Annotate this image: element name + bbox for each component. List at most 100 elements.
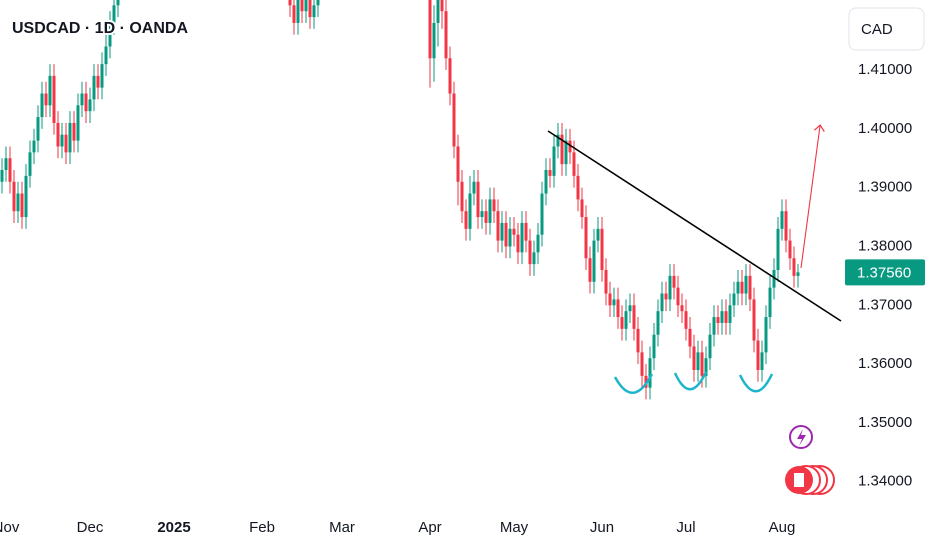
candle-body [736,281,740,294]
candle-body [436,0,440,23]
candle-body [768,287,772,318]
target-arrow [800,124,825,269]
candle-body [28,152,32,176]
x-tick-label: Jul [676,519,695,536]
candle-body [592,240,596,282]
candle-body [312,5,316,18]
candle-body [528,240,532,265]
y-tick-label: 1.41000 [858,61,912,78]
candle-body [524,222,528,241]
unit-box[interactable] [848,7,925,51]
candle-body [292,5,296,23]
y-tick-label: 1.40000 [858,120,912,137]
candle-body [76,105,80,141]
candle-body [36,117,40,141]
y-axis: 1.41000 1.40000 1.39000 1.38000 1.37000 1.360… [843,61,925,490]
candle-body [564,140,568,165]
candle-body [700,352,704,376]
candle-body [72,122,76,141]
candle-body [640,352,644,376]
candle-body [476,181,480,218]
candle-body [680,305,684,312]
candle-body [112,5,116,23]
candle-body [648,358,652,388]
candle-body [496,211,500,241]
candle-body [508,228,512,247]
candle-body [704,358,708,376]
bottom-arc [738,373,774,393]
candle-body [628,305,632,312]
candle-body [316,0,320,6]
candle-body [620,317,624,329]
candle-body [540,193,544,235]
y-tick-label: 1.39000 [858,179,912,196]
candle-body [756,340,760,370]
candle-body [444,11,448,59]
candle-body [568,140,572,153]
candle-body [764,317,768,353]
candle-body [52,75,56,123]
candle-body [724,311,728,323]
candle-body [300,0,304,12]
x-tick-label: Jun [590,519,614,536]
candle-body [572,152,576,176]
candle-body [304,0,308,12]
candle-body [584,217,588,259]
candle-body [48,75,52,106]
candle-body [612,299,616,306]
candle-body [784,211,788,241]
candle-body [108,22,112,47]
candle-body [600,228,604,270]
candle-body [488,199,492,223]
candle-body [780,211,784,229]
candle-body [692,346,696,370]
candle-body [432,22,436,59]
candle-body [796,272,800,276]
candle-body [24,175,28,218]
candle-body [560,134,564,165]
candle-body [748,275,752,300]
last-price-label: 1.37560 [857,264,911,281]
y-tick-label: 1.34000 [858,473,912,490]
bottom-arc [673,371,708,391]
candle-body [116,0,120,6]
candle-body [516,234,520,253]
candle-body [20,193,24,218]
candle-body [672,275,676,288]
candle-body [504,222,508,247]
candle-body [608,293,612,306]
candle-body [580,199,584,218]
candle-body [712,317,716,335]
candle-body [684,311,688,329]
x-tick-label: May [500,519,529,536]
candle-body [288,0,292,6]
candle-body [696,352,700,370]
annotations [547,124,842,495]
y-tick-label: 1.37000 [858,296,912,313]
candle-body [776,228,780,270]
candle-body [732,293,736,306]
candle-body [100,64,104,88]
candle-body [4,158,8,170]
candle-body [60,134,64,147]
candle-body [12,181,16,212]
y-axis-unit: CAD [861,21,893,38]
candle-body [604,270,608,294]
candle-body [440,0,444,12]
candle-body [452,93,456,147]
candle-body [500,222,504,241]
candle-body [296,0,300,23]
candle-body [64,134,68,153]
candle-body [104,46,108,65]
candle-body [664,293,668,300]
y-tick-label: 1.38000 [858,237,912,254]
candle-body [616,299,620,318]
candle-body [40,93,44,118]
candle-body [744,275,748,294]
x-tick-label: Aug [769,519,796,536]
candle-body [752,299,756,341]
last-price-box [845,259,925,286]
x-axis: Nov Dec 2025 Feb Mar Apr May Jun Jul Aug [0,519,795,536]
candle-body [460,181,464,212]
